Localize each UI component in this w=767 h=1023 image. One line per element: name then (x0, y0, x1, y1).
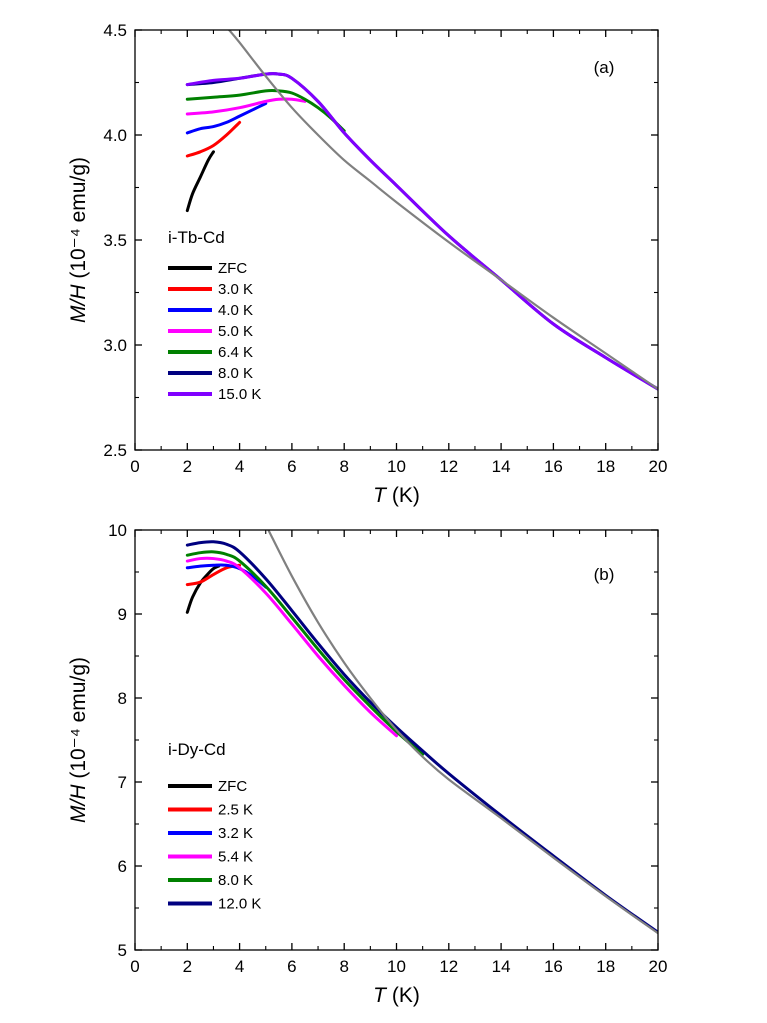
chart-2-y-tick-label: 8 (118, 689, 127, 708)
chart-2-legend-label: 2.5 K (218, 802, 253, 819)
chart-2-curves (185, 530, 658, 935)
chart-1-x-tick-label: 2 (183, 457, 192, 476)
chart-2-y-tick-label: 5 (118, 941, 127, 960)
chart-2-series-4-line (185, 556, 398, 738)
chart-2-fit-curve (267, 530, 658, 935)
chart-1-x-tick-label: 8 (339, 457, 348, 476)
chart-1-legend-label: 6.4 K (218, 344, 253, 361)
chart-1-x-axis-title: T (K) (373, 484, 420, 507)
chart-2-y-tick-label: 9 (118, 605, 127, 624)
chart-2-x-tick-label: 6 (287, 957, 296, 976)
chart-2-y-axis-title: M/H (10⁻⁴ emu/g) (67, 657, 90, 823)
chart-2-panel-label: (b) (594, 565, 615, 584)
chart-1-legend-title: i-Tb-Cd (168, 228, 225, 247)
chart-2-legend-title: i-Dy-Cd (168, 740, 226, 759)
chart-2-series-3-line (185, 563, 268, 589)
chart-2-series-5-line (185, 550, 425, 756)
chart-1-y-tick-label: 3.5 (103, 231, 127, 250)
chart-1-x-tick-label: 18 (596, 457, 615, 476)
chart-2-x-tick-label: 12 (439, 957, 458, 976)
chart-1-series-2-line (185, 120, 242, 158)
chart-2-series-1-line (185, 564, 221, 614)
chart-2-y-tick-label: 6 (118, 857, 127, 876)
chart-2-x-tick-label: 18 (596, 957, 615, 976)
chart-1-x-tick-label: 12 (439, 457, 458, 476)
chart-2-x-tick-label: 16 (544, 957, 563, 976)
chart-1-x-tick-label: 16 (544, 457, 563, 476)
chart-2-y-tick-label: 7 (118, 773, 127, 792)
chart-1-legend-label: 3.0 K (218, 281, 253, 298)
chart-2-series-6-line (185, 540, 658, 934)
chart-2-x-tick-label: 8 (339, 957, 348, 976)
chart-1-x-tick-label: 14 (492, 457, 511, 476)
chart-2-legend: i-Dy-Cd ZFC 2.5 K 3.2 K 5.4 K 8.0 K 12.0 K (168, 740, 261, 913)
chart-1-series-3-line (185, 102, 268, 135)
chart-1-x-tick-label: 0 (130, 457, 139, 476)
chart-1-y-tick-label: 3.0 (103, 336, 127, 355)
chart-2: 0 2 4 6 8 10 12 14 16 18 20 5 6 7 8 9 10 T (K) M/H (10⁻⁴ e… (67, 521, 667, 1007)
chart-1-x-tick-label: 10 (387, 457, 406, 476)
chart-1-legend-label: 5.0 K (218, 323, 253, 340)
chart-1-x-tick-label: 20 (649, 457, 668, 476)
chart-2-x-tick-label: 20 (649, 957, 668, 976)
chart-1-legend-label: ZFC (218, 260, 247, 277)
chart-1-y-tick-label: 4.0 (103, 126, 127, 145)
chart-1-y-axis-title: M/H (10⁻⁴ emu/g) (67, 157, 90, 323)
chart-1-y-tick-label: 2.5 (103, 441, 127, 460)
chart-1-legend: i-Tb-Cd ZFC 3.0 K 4.0 K 5.0 K 6.4 K 8.0 K 15.0 … (168, 228, 261, 403)
chart-2-legend-label: 8.0 K (218, 872, 253, 889)
chart-1-legend-label: 4.0 K (218, 302, 253, 319)
chart-2-y-tick-label: 10 (108, 521, 127, 540)
chart-1-series-4-line (185, 97, 307, 116)
chart-2-legend-label: 5.4 K (218, 849, 253, 866)
chart-1-legend-label: 15.0 K (218, 386, 261, 403)
chart-2-x-tick-label: 0 (130, 957, 139, 976)
chart-2-x-axis-title: T (K) (373, 984, 420, 1007)
chart-1-series-1-line (185, 150, 215, 213)
chart-2-legend-label: 3.2 K (218, 825, 253, 842)
chart-1-y-tick-label: 4.5 (103, 21, 127, 40)
chart-1: 0 2 4 6 8 10 12 14 16 18 20 2.5 3.0 3.5 4.0 4.5 T (K) M/H… (67, 21, 667, 507)
chart-2-legend-label: 12.0 K (218, 896, 261, 913)
chart-1-x-tick-label: 6 (287, 457, 296, 476)
chart-1-series-5-line (185, 89, 346, 133)
chart-2-x-tick-label: 14 (492, 957, 511, 976)
chart-2-x-tick-label: 2 (183, 957, 192, 976)
chart-2-x-tick-label: 4 (235, 957, 244, 976)
chart-2-legend-label: ZFC (218, 778, 247, 795)
chart-2-x-tick-label: 10 (387, 957, 406, 976)
chart-1-curves (185, 30, 658, 391)
chart-1-x-tick-label: 4 (235, 457, 244, 476)
chart-1-series-7-line (185, 72, 658, 391)
chart-1-legend-label: 8.0 K (218, 365, 253, 382)
chart-1-panel-label: (a) (594, 58, 615, 77)
chart-1-fit-curve (228, 30, 658, 391)
